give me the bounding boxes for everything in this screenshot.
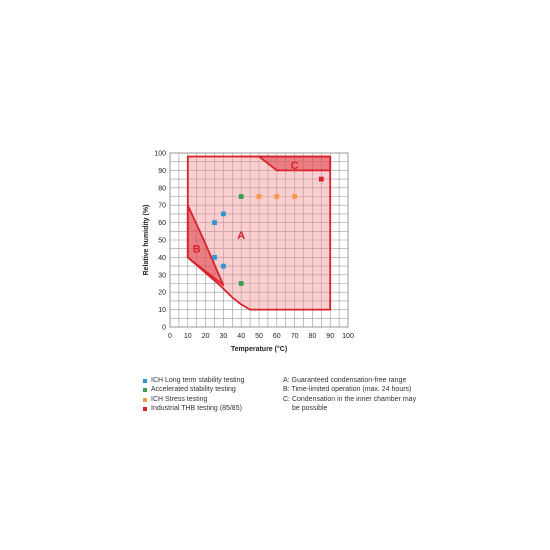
data-point — [212, 255, 217, 260]
x-tick-label: 90 — [326, 333, 334, 340]
y-tick-label: 100 — [154, 151, 166, 158]
region-label-a: A — [237, 230, 245, 242]
x-tick-label: 70 — [291, 333, 299, 340]
legend-swatch — [143, 378, 147, 383]
note-a: A: Guaranteed condensation-free range — [283, 377, 407, 384]
y-tick-label: 50 — [158, 238, 166, 245]
y-tick-label: 60 — [158, 220, 166, 227]
legend-label: ICH Stress testing — [151, 395, 208, 403]
notes: A: Guaranteed condensation-free range B:… — [283, 376, 416, 414]
y-axis-title: Relative humidity (%) — [143, 205, 150, 276]
data-point — [318, 176, 324, 182]
x-tick-label: 60 — [273, 333, 281, 340]
note-b: B: Time-limited operation (max. 24 hours… — [283, 386, 412, 394]
data-point — [238, 194, 244, 199]
y-tick-label: 80 — [158, 185, 166, 192]
legend-label: ICH Long term stability testing — [151, 377, 245, 384]
data-point — [274, 194, 280, 199]
x-tick-label: 20 — [202, 333, 210, 340]
x-tick-label: 30 — [220, 333, 228, 340]
x-tick-label: 100 — [342, 333, 354, 340]
note-c-continued: be possible — [292, 405, 328, 413]
legend-swatch — [143, 388, 147, 393]
note-c: C: Condensation in the inner chamber may — [283, 395, 417, 403]
x-tick-label: 50 — [255, 333, 263, 340]
data-point — [256, 194, 262, 199]
region-label-b: B — [193, 244, 201, 256]
legend-label: Accelerated stability testing — [151, 386, 236, 394]
y-tick-label: 30 — [158, 272, 166, 279]
region-c — [240, 155, 332, 172]
data-point — [212, 220, 217, 225]
x-axis-title: Temperature (°C) — [231, 345, 287, 353]
y-tick-label: 40 — [158, 255, 166, 262]
y-tick-label: 20 — [158, 290, 166, 297]
legend: ICH Long term stability testing Accelerat… — [143, 376, 244, 414]
y-tick-label: 0 — [162, 325, 166, 332]
tick-labels: 0 10 20 30 40 50 60 70 80 90 100 0 10 20 30 40 50 60 70 80 9… — [154, 151, 354, 341]
x-tick-label: 0 — [168, 333, 172, 340]
legend-item: ICH Long term stability testing — [143, 376, 244, 385]
region-b — [186, 204, 225, 287]
data-point — [221, 263, 226, 269]
y-tick-label: 90 — [158, 168, 166, 175]
y-tick-label: 70 — [158, 203, 166, 210]
data-point — [292, 194, 297, 199]
legend-item: ICH Stress testing — [143, 395, 244, 404]
x-tick-label: 10 — [184, 333, 192, 340]
legend-item: Accelerated stability testing — [143, 385, 244, 394]
legend-swatch — [143, 406, 147, 411]
data-points — [212, 176, 324, 286]
data-point — [238, 281, 244, 286]
legend-item: Industrial THB testing (85/85) — [143, 404, 244, 413]
x-tick-label: 80 — [309, 333, 317, 340]
y-tick-label: 10 — [158, 307, 166, 314]
legend-swatch — [143, 397, 147, 402]
region-label-c: C — [291, 160, 299, 172]
legend-label: Industrial THB testing (85/85) — [151, 405, 242, 413]
data-point — [221, 211, 226, 217]
x-tick-label: 40 — [237, 333, 245, 340]
